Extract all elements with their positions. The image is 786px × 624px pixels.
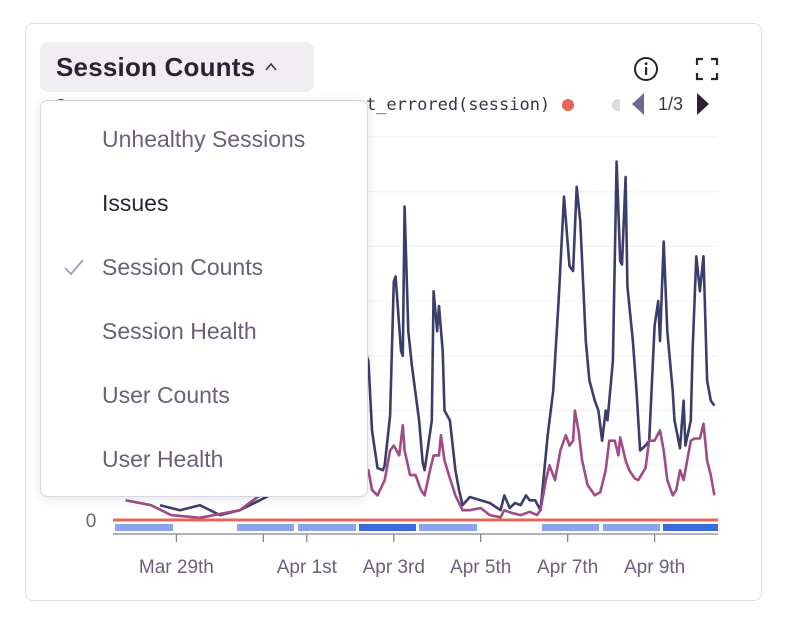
dropdown-item-user-counts[interactable]: User Counts	[41, 375, 367, 415]
checkmark-icon	[64, 259, 84, 276]
series-line-0	[159, 160, 716, 517]
release-marker	[663, 524, 718, 531]
info-icon	[634, 57, 658, 81]
dropdown-item-issues[interactable]: Issues	[41, 183, 367, 223]
release-marker	[542, 524, 599, 531]
release-marker	[359, 524, 416, 531]
release-marker	[419, 524, 477, 531]
dropdown-item-session-health[interactable]: Session Health	[41, 311, 367, 351]
release-marker	[237, 524, 294, 531]
dropdown-item-label: Session Counts	[102, 253, 264, 280]
x-tick-label: Apr 5th	[450, 557, 511, 578]
dropdown-item-session-counts[interactable]: Session Counts	[41, 247, 367, 287]
x-tick-label: Apr 1st	[277, 557, 338, 578]
next-page-icon[interactable]	[695, 92, 711, 116]
expand-icon	[695, 57, 719, 81]
chart-type-dropdown: Unhealthy Sessions Issues Session Counts…	[40, 100, 368, 497]
dropdown-item-label: Unhealthy Sessions	[102, 125, 306, 152]
dropdown-item-label: Session Health	[102, 317, 257, 344]
legend-dot-errored	[562, 99, 575, 111]
dropdown-item-label: User Health	[102, 445, 224, 472]
x-tick-label: Apr 3rd	[363, 557, 425, 578]
dropdown-item-label: Issues	[102, 189, 169, 216]
chart-type-selector[interactable]: Session Counts	[40, 42, 314, 92]
x-tick-label: Mar 29th	[139, 557, 214, 578]
legend-pager: 1/3	[630, 92, 711, 116]
prev-page-icon[interactable]	[630, 92, 646, 116]
widget-title: Session Counts	[56, 51, 256, 82]
page-indicator: 1/3	[658, 93, 684, 114]
x-tick-label: Apr 7th	[537, 557, 598, 578]
info-button[interactable]	[632, 55, 660, 83]
fullscreen-button[interactable]	[693, 55, 721, 83]
series-line-1	[125, 409, 716, 520]
release-marker	[298, 524, 356, 531]
chart-widget-card	[25, 23, 762, 601]
y-tick-label: 0	[86, 511, 97, 532]
dropdown-item-label: User Counts	[102, 381, 230, 408]
dropdown-item-user-health[interactable]: User Health	[41, 439, 367, 479]
release-marker	[115, 524, 173, 531]
dropdown-item-unhealthy-sessions[interactable]: Unhealthy Sessions	[41, 119, 367, 159]
x-tick-label: Apr 9th	[624, 557, 685, 578]
legend-item-label[interactable]: count_errored(session)	[325, 95, 551, 115]
chevron-up-icon	[265, 62, 277, 71]
release-marker	[603, 524, 660, 531]
